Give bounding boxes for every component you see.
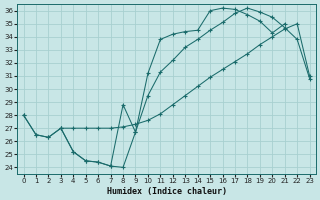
X-axis label: Humidex (Indice chaleur): Humidex (Indice chaleur) [107, 187, 227, 196]
